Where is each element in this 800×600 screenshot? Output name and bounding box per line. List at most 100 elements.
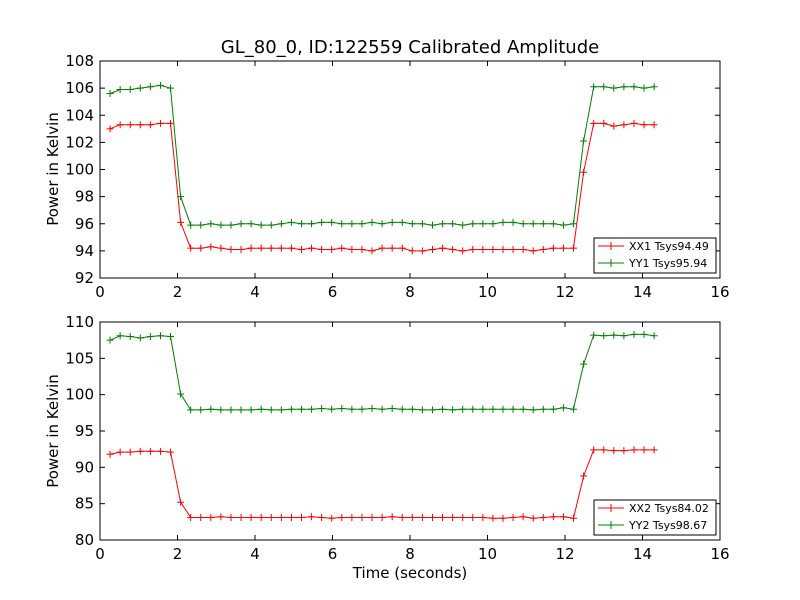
- top-series-0-point: [529, 247, 537, 255]
- bottom-series-0-point: [489, 514, 497, 522]
- bottom-series-0-point: [570, 514, 578, 522]
- top-series-1-point: [600, 83, 608, 91]
- top-series-0-point: [418, 247, 426, 255]
- top-series-0-point: [348, 246, 356, 254]
- bottom-series-1-point: [378, 405, 386, 413]
- bottom-series-1-point: [650, 332, 658, 340]
- top-series-0-point: [489, 246, 497, 254]
- bottom-series-1-point: [217, 406, 225, 414]
- bottom-series-1-point: [489, 405, 497, 413]
- bottom-x-tick-label: 10: [478, 545, 497, 563]
- top-series-1-point: [308, 220, 316, 228]
- bottom-series-1-point: [237, 406, 245, 414]
- top-series-1-point: [489, 220, 497, 228]
- top-series-0-point: [620, 121, 628, 129]
- bottom-series-0-point: [610, 447, 618, 455]
- bottom-series-0-point: [479, 513, 487, 521]
- top-y-tick-label: 102: [65, 133, 94, 151]
- top-series-1-point: [328, 218, 336, 226]
- top-x-tick-label: 2: [173, 283, 183, 301]
- bottom-series-0-point: [177, 498, 185, 506]
- bottom-x-tick-label: 12: [555, 545, 574, 563]
- bottom-series-1-point: [519, 405, 527, 413]
- bottom-series-1-point: [549, 405, 557, 413]
- bottom-series-0-point: [338, 513, 346, 521]
- bottom-series-0-point: [136, 447, 144, 455]
- bottom-series-1-point: [418, 406, 426, 414]
- top-series-0-point: [398, 244, 406, 252]
- top-series-1-point: [559, 221, 567, 229]
- top-series-0-point: [459, 247, 467, 255]
- top-series-0-point: [358, 246, 366, 254]
- bottom-series-1-point: [559, 404, 567, 412]
- top-series-0-point: [509, 246, 517, 254]
- bottom-x-tick-label: 6: [328, 545, 338, 563]
- bottom-plot-frame: [99, 321, 721, 541]
- top-series-0-point: [318, 246, 326, 254]
- bottom-series-0-point: [650, 446, 658, 454]
- top-series-1-point: [650, 83, 658, 91]
- bottom-series-1-point: [358, 405, 366, 413]
- bottom-series-1-point: [257, 405, 265, 413]
- top-series-1-point: [630, 83, 638, 91]
- bottom-series-1-point: [529, 406, 537, 414]
- bottom-series-1-point: [156, 332, 164, 340]
- bottom-series-1-point: [509, 405, 517, 413]
- bottom-series-0-point: [590, 446, 598, 454]
- top-series-0-point: [308, 244, 316, 252]
- top-series-1-point: [570, 220, 578, 228]
- top-series-0-point: [338, 244, 346, 252]
- bottom-series-0-point: [640, 446, 648, 454]
- top-series-1-point: [479, 220, 487, 228]
- top-series-0-point: [267, 244, 275, 252]
- top-series-0-point: [197, 244, 205, 252]
- bottom-series-0-point: [559, 513, 567, 521]
- top-series-1-point: [257, 221, 265, 229]
- top-series-1-point: [449, 220, 457, 228]
- bottom-legend-box: [593, 499, 717, 536]
- bottom-series-0-point: [167, 448, 175, 456]
- bottom-series-0-point: [197, 513, 205, 521]
- bottom-x-tick-label: 8: [405, 545, 415, 563]
- top-chart-title: GL_80_0, ID:122559 Calibrated Amplitude: [221, 37, 599, 58]
- top-legend-label-yy1: YY1 Tsys95.94: [628, 257, 707, 270]
- bottom-series-1-point: [298, 405, 305, 413]
- top-series-0-point: [519, 246, 527, 254]
- top-series-1-point: [509, 218, 517, 226]
- top-series-1-point: [519, 220, 527, 228]
- bottom-series-0-point: [368, 513, 376, 521]
- top-series-0-point: [298, 246, 305, 254]
- bottom-series-1-point: [277, 406, 285, 414]
- top-series-0-point: [106, 125, 114, 133]
- bottom-x-tick-label: 16: [710, 545, 729, 563]
- top-series-0-point: [408, 247, 416, 255]
- top-series-0-point: [207, 243, 215, 251]
- bottom-series-1-point: [600, 332, 608, 340]
- bottom-chart-xlabel: Time (seconds): [352, 564, 468, 582]
- top-series-1-point: [428, 221, 436, 229]
- top-series-0-point: [539, 246, 547, 254]
- top-series-1-point: [146, 83, 154, 91]
- bottom-series-0-point: [328, 514, 336, 522]
- top-series-1-point: [539, 220, 547, 228]
- bottom-series-0-point: [408, 513, 416, 521]
- bottom-series-1-point: [318, 404, 326, 412]
- top-series-0-point: [469, 246, 477, 254]
- top-legend-label-xx1: XX1 Tsys94.49: [629, 240, 709, 253]
- bottom-series-0-point: [277, 513, 285, 521]
- top-series-0-point: [257, 244, 265, 252]
- bottom-series-0-point: [106, 450, 114, 458]
- bottom-series-1-point: [580, 360, 588, 368]
- top-series-0-point: [177, 218, 185, 226]
- top-series-1-point: [378, 220, 386, 228]
- top-series-0-point: [388, 244, 396, 252]
- top-series-0-point: [217, 244, 225, 252]
- bottom-series-1-point: [267, 406, 275, 414]
- top-series-1-point: [106, 90, 114, 98]
- top-series-1-point: [640, 84, 648, 92]
- top-series-0-point: [449, 246, 457, 254]
- top-series-0-point: [378, 244, 386, 252]
- bottom-series-0-point: [519, 513, 527, 521]
- bottom-series-0-point: [267, 513, 275, 521]
